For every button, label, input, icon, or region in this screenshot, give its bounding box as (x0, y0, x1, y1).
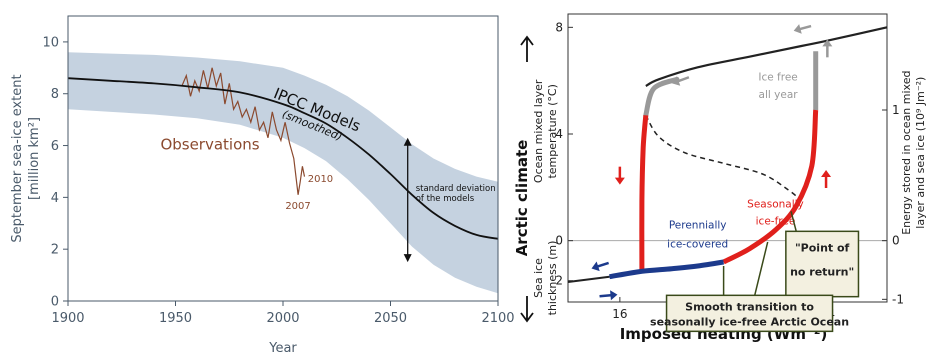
std-dev-label-line2: of the models (416, 194, 475, 204)
point-of-no-return-box (785, 230, 860, 298)
left-x-tick-label: 2100 (481, 311, 514, 326)
ocean-temp-label-line2: temperature (°C) (546, 84, 559, 178)
ice-free-label-line2: all year (759, 89, 799, 101)
smooth-transition-line1: Smooth transition to (685, 300, 814, 313)
std-dev-label-line1: standard deviation (416, 184, 496, 194)
left-x-tick-label: 2050 (374, 311, 407, 326)
unstable-branch-dashed (645, 114, 802, 202)
arctic-up-arrow (520, 35, 534, 62)
point-of-no-return-pointer (790, 211, 797, 232)
gray-top-arrow (793, 24, 812, 34)
left-y-axis-label-line2: [million km²] (27, 117, 42, 200)
left-y-tick-label: 2 (51, 243, 59, 258)
std-dev-arrowhead-top (403, 137, 412, 146)
left-y-axis-label-line1: September sea-ice extent (10, 74, 25, 242)
right-left-y-ticks: 8 4 0 2 (555, 20, 573, 288)
smooth-transition-box (665, 294, 834, 333)
right-left-tick-label: 8 (555, 20, 563, 34)
year-2010-label: 2010 (308, 174, 333, 185)
left-y-tick-label: 6 (51, 139, 59, 154)
observations-line (181, 67, 306, 195)
left-y-tick-label: 8 (51, 87, 59, 102)
direction-arrows (591, 24, 833, 301)
year-2007-label: 2007 (285, 201, 310, 212)
right-right-tick-label: -1 (892, 292, 904, 306)
gray-left-arrow (672, 76, 690, 86)
right-left-tick-label: 2 (555, 274, 563, 288)
red-up-arrow-head (821, 170, 832, 177)
gray-left-arrow-head (672, 76, 681, 86)
perennially-label-line2: ice-covered (667, 238, 728, 250)
arctic-climate-label: Arctic climate (513, 140, 531, 257)
blue-lower-curve (609, 259, 725, 280)
seasonally-label-line1: Seasonally (747, 198, 804, 210)
right-right-tick-label: 0 (892, 234, 900, 248)
red-up-arrow (821, 170, 832, 188)
energy-label-line2: layer and sea ice (10⁹ Jm⁻²) (914, 77, 927, 229)
arctic-down-arrow (520, 296, 534, 323)
left-y-tick-label: 0 (51, 295, 59, 310)
red-right-curve (722, 109, 819, 265)
lower-branch-line (567, 275, 610, 283)
left-x-axis-label: Year (268, 341, 297, 354)
std-dev-arrowhead-bottom (403, 254, 412, 263)
ice-free-label-line1: Ice free (758, 72, 797, 84)
red-down-arrow (614, 166, 625, 185)
red-down-arrow-head (614, 177, 625, 185)
red-left-curve (639, 115, 649, 271)
blue-right-arrow-head (610, 290, 618, 301)
smooth-transition-line2: seasonally ice-free Arctic Ocean (650, 315, 849, 328)
right-right-tick-label: 1 (892, 103, 900, 117)
model-std-band (68, 52, 498, 294)
left-x-tick-label: 1900 (51, 311, 84, 326)
smooth-transition-pointer (722, 241, 769, 296)
point-of-no-return-line1: "Point of (795, 241, 850, 254)
right-left-tick-label: 0 (555, 234, 563, 248)
left-y-ticks: 0 2 4 6 8 10 (42, 35, 68, 310)
sea-ice-extent-chart: 1900 1950 2000 2050 2100 0 2 4 6 8 10 Year Septem… (10, 15, 515, 354)
blue-left-arrow (591, 261, 610, 272)
left-x-ticks: 1900 1950 2000 2050 2100 (51, 301, 515, 326)
gray-up-arrow (822, 39, 833, 58)
gray-top-arrow-head (793, 24, 802, 34)
right-right-y-ticks: 1 0 -1 (882, 103, 904, 306)
gray-up-arrow-head (822, 39, 833, 47)
ipcc-model-line (67, 77, 499, 240)
observations-label: Observations (160, 135, 259, 153)
point-of-no-return-line2: no return" (790, 265, 854, 278)
blue-right-arrow (599, 290, 618, 301)
left-x-tick-label: 1950 (159, 311, 192, 326)
left-x-tick-label: 2000 (266, 311, 299, 326)
right-left-tick-label: 4 (555, 127, 563, 141)
sea-ice-label-line1: Sea ice (532, 258, 545, 298)
energy-label-line1: Energy stored in ocean mixed (900, 71, 913, 235)
ocean-temp-label-line1: Ocean mixed layer (532, 79, 545, 183)
sea-ice-label-line2: thickness (m) (546, 241, 559, 316)
left-y-tick-label: 10 (42, 35, 59, 50)
perennially-label-line1: Perennially (669, 220, 727, 232)
left-y-tick-label: 4 (51, 191, 59, 206)
right-x-tick-label: 16 (612, 307, 627, 321)
gray-upper-curve (643, 76, 680, 118)
blue-left-arrow-head (591, 261, 600, 272)
seasonally-label-line2: ice-free (756, 216, 796, 228)
